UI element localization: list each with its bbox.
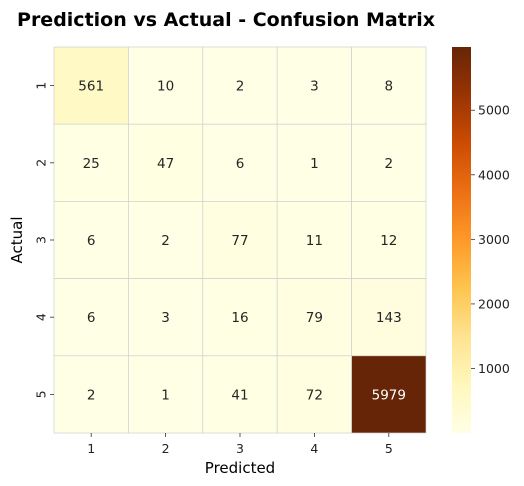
- heatmap-cell-r2-c3: [202, 123, 278, 202]
- x-tick-label-4: 4: [310, 441, 318, 456]
- heatmap-cell-r3-c3: [202, 201, 278, 279]
- cell-value-r2-c5: 2: [385, 156, 394, 172]
- cell-value-r3-c5: 12: [380, 233, 397, 249]
- colorbar-tick-label-4000: 4000: [478, 167, 510, 182]
- heatmap-cell-r1-c2: [128, 46, 204, 125]
- cell-value-r1-c2: 10: [157, 79, 174, 95]
- cell-value-r1-c3: 2: [236, 79, 245, 95]
- y-axis-ticks: 1 2 3 4 5: [34, 82, 54, 398]
- x-axis-label: Predicted: [205, 459, 275, 477]
- y-tick-label-3: 3: [34, 236, 49, 244]
- cell-value-r1-c5: 8: [385, 79, 394, 95]
- y-tick-label-4: 4: [34, 313, 49, 321]
- cell-value-r4-c5: 143: [376, 310, 402, 326]
- heatmap-cell-r3-c4: [276, 201, 352, 279]
- cell-value-r5-c4: 72: [306, 387, 323, 403]
- heatmap-cell-r5-c5: [351, 355, 427, 434]
- cell-value-r5-c2: 1: [161, 387, 170, 403]
- colorbar-tick-label-2000: 2000: [478, 296, 510, 311]
- cell-value-r3-c3: 77: [231, 233, 248, 249]
- x-axis-ticks: 1 2 3 4 5: [87, 433, 393, 456]
- heatmap-cells: [53, 46, 427, 434]
- heatmap-cell-r3-c2: [128, 201, 204, 279]
- cell-value-r5-c1: 2: [87, 387, 96, 403]
- x-tick-label-2: 2: [162, 441, 170, 456]
- heatmap-cell-r5-c1: [53, 355, 129, 434]
- heatmap-cell-r5-c3: [202, 355, 278, 434]
- cell-value-r3-c1: 6: [87, 233, 96, 249]
- heatmap-cell-r4-c2: [128, 278, 204, 357]
- heatmap-cell-r5-c2: [128, 355, 204, 434]
- colorbar-tick-label-5000: 5000: [478, 103, 510, 118]
- cell-value-r4-c3: 16: [231, 310, 248, 326]
- colorbar-tick-label-3000: 3000: [478, 232, 510, 247]
- cell-value-r4-c1: 6: [87, 310, 96, 326]
- heatmap-cell-r2-c5: [351, 123, 427, 202]
- cell-value-r5-c5: 5979: [372, 387, 406, 403]
- heatmap-cell-r2-c1: [53, 123, 129, 202]
- heatmap-cell-r1-c3: [202, 46, 278, 125]
- colorbar-gradient: [452, 47, 471, 433]
- x-tick-label-5: 5: [385, 441, 393, 456]
- heatmap-cell-r4-c3: [202, 278, 278, 357]
- heatmap-cell-r4-c4: [276, 278, 352, 357]
- x-tick-label-3: 3: [236, 441, 244, 456]
- cell-value-r3-c4: 11: [306, 233, 323, 249]
- cell-value-r2-c1: 25: [83, 156, 100, 172]
- cell-value-r1-c4: 3: [310, 79, 319, 95]
- heatmap-cell-r1-c5: [351, 46, 427, 125]
- cell-value-r4-c4: 79: [306, 310, 323, 326]
- cell-value-r5-c3: 41: [231, 387, 248, 403]
- cell-value-r1-c1: 561: [78, 79, 104, 95]
- cell-value-r2-c4: 1: [310, 156, 319, 172]
- cell-value-r3-c2: 2: [161, 233, 170, 249]
- y-tick-label-2: 2: [34, 159, 49, 167]
- x-tick-label-1: 1: [87, 441, 95, 456]
- heatmap-cell-r1-c4: [276, 46, 352, 125]
- heatmap-cell-r1-c1: [53, 46, 129, 125]
- cell-value-r4-c2: 3: [161, 310, 170, 326]
- colorbar-tick-label-1000: 1000: [478, 361, 510, 376]
- colorbar: 1000 2000 3000 4000 5000: [452, 47, 510, 433]
- heatmap-cell-r3-c5: [351, 201, 427, 279]
- y-axis-label: Actual: [8, 217, 26, 264]
- chart-title: Prediction vs Actual - Confusion Matrix: [17, 9, 435, 31]
- cell-value-r2-c2: 47: [157, 156, 174, 172]
- y-tick-label-5: 5: [34, 390, 49, 398]
- y-tick-label-1: 1: [34, 82, 49, 90]
- cell-value-r2-c3: 6: [236, 156, 245, 172]
- heatmap-cell-r4-c5: [351, 278, 427, 357]
